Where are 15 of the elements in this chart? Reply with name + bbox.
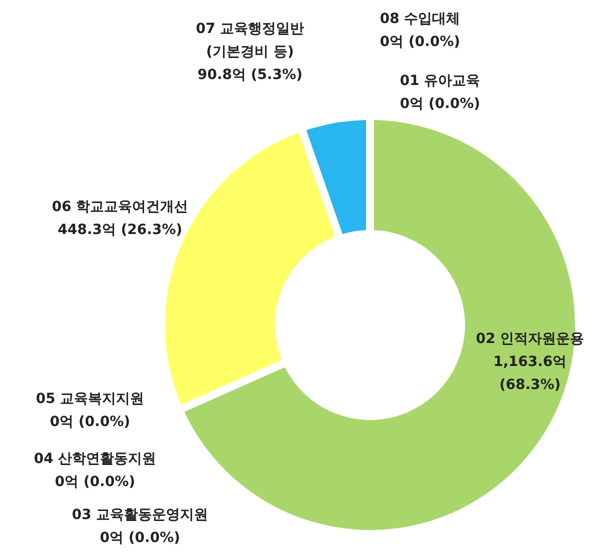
slice-label: 06 학교교육여건개선 — [52, 199, 188, 215]
text: 0억 (0.0%) — [100, 530, 180, 546]
category-label: 03 교육활동운영지원 — [72, 507, 208, 523]
category-label: 04 산학연활동지원 — [34, 451, 156, 467]
category-label: 08 수입대체 — [380, 11, 460, 27]
data-label: 90.8억 (5.3%) — [197, 67, 303, 83]
text: 0억 (0.0%) — [400, 96, 480, 112]
data-label: 448.3억 (26.3%) — [58, 222, 182, 238]
category-label: 01 유아교육 — [400, 73, 480, 89]
text: 0억 (0.0%) — [380, 34, 460, 50]
slice-label: 07 교육행정일반 (기본경비 등) — [196, 21, 304, 60]
text: 0억 (0.0%) — [54, 474, 136, 490]
data-label: 1,163.6억 (68.3%) — [493, 354, 567, 393]
text: 0억 (0.0%) — [50, 414, 130, 430]
category-label: 05 교육복지지원 — [36, 391, 144, 407]
